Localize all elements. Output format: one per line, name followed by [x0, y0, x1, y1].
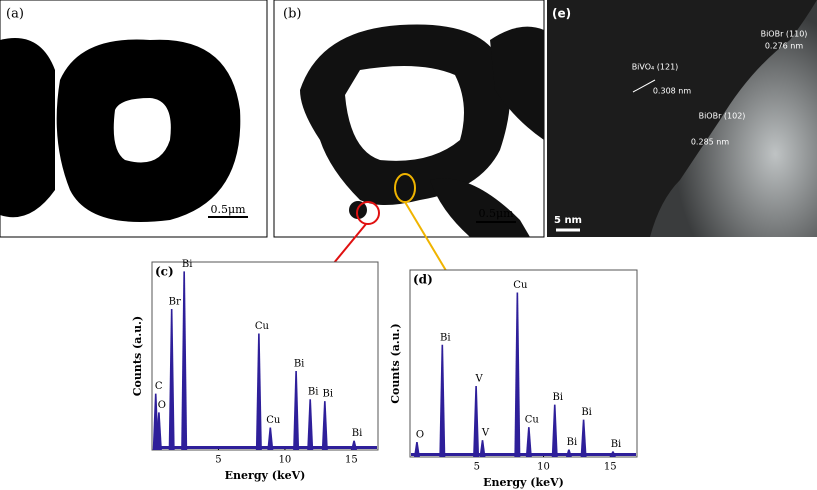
crystal-edge — [650, 0, 817, 237]
peak — [293, 371, 300, 450]
annotation: 0.308 nm — [653, 87, 692, 96]
peak-label: Cu — [255, 321, 270, 332]
y-axis-label: Counts (a.u.) — [389, 323, 402, 403]
peak-label: V — [481, 428, 490, 439]
plot-frame — [151, 261, 379, 451]
peak-label: Bi — [611, 439, 622, 450]
x-tick-label: 15 — [604, 462, 617, 473]
baseline-noise — [153, 446, 377, 449]
peak — [525, 427, 532, 457]
peak-label: Cu — [513, 280, 528, 291]
peak-label: Bi — [440, 332, 451, 343]
peak — [551, 404, 558, 457]
peak-label: Cu — [525, 415, 540, 426]
particle — [490, 26, 544, 141]
peak — [439, 344, 446, 457]
marker-circle — [356, 201, 380, 225]
peak — [580, 419, 587, 457]
annotation: 0.276 nm — [765, 42, 804, 51]
x-tick-label: 5 — [215, 455, 221, 466]
peak — [514, 292, 521, 457]
peak-label: Bi — [581, 407, 592, 418]
x-axis-label: Energy (keV) — [225, 469, 306, 482]
peak — [267, 427, 274, 450]
peak — [155, 412, 162, 450]
peak-label: V — [474, 373, 483, 384]
peak-label: Bi — [308, 387, 319, 398]
scale-bar-label: 0.5μm — [210, 203, 246, 216]
peak — [479, 440, 486, 457]
peak — [351, 440, 358, 450]
scale-bar-label: 5 nm — [554, 215, 582, 226]
peak-label: C — [155, 381, 163, 392]
plot-frame — [409, 269, 638, 458]
panel-label: (b) — [283, 7, 301, 22]
peak-label: O — [158, 400, 166, 411]
x-axis-label: Energy (keV) — [483, 476, 564, 489]
peak — [609, 451, 616, 457]
annotation: 0.285 nm — [691, 138, 730, 147]
fringe-marker — [632, 79, 656, 93]
baseline-noise — [411, 453, 636, 456]
panel-label: (a) — [6, 7, 24, 22]
peak — [255, 333, 262, 450]
peak-label: Bi — [323, 389, 334, 400]
peak — [565, 449, 572, 457]
peak-label: Br — [169, 297, 181, 308]
annotation: BiOBr (102) — [699, 112, 746, 121]
x-tick-label: 10 — [537, 462, 550, 473]
peak — [181, 271, 188, 450]
peak — [413, 442, 420, 457]
x-tick-label: 5 — [474, 462, 480, 473]
annotation: BiVO₄ (121) — [632, 63, 679, 72]
panel-label: (e) — [552, 7, 571, 21]
peak-label: Bi — [182, 259, 193, 270]
x-tick-label: 15 — [345, 455, 358, 466]
scale-bar-label: 0.5μm — [478, 207, 514, 220]
panel-label: (d) — [413, 273, 433, 287]
y-axis-label: Counts (a.u.) — [131, 316, 144, 396]
particle — [0, 38, 55, 218]
particle — [300, 24, 510, 206]
peak — [321, 401, 328, 450]
peak-label: Bi — [352, 428, 363, 439]
peak-label: Bi — [294, 359, 305, 370]
annotation: BiOBr (110) — [761, 30, 808, 39]
peak — [307, 399, 314, 450]
x-tick-label: 10 — [279, 455, 292, 466]
peak — [168, 309, 175, 450]
peak-label: Bi — [552, 392, 563, 403]
peak — [473, 385, 480, 457]
particle — [56, 39, 241, 222]
peak-label: Cu — [266, 415, 281, 426]
panel-label: (c) — [155, 265, 174, 279]
peak-label: Bi — [567, 437, 578, 448]
peak-label: O — [416, 430, 424, 441]
